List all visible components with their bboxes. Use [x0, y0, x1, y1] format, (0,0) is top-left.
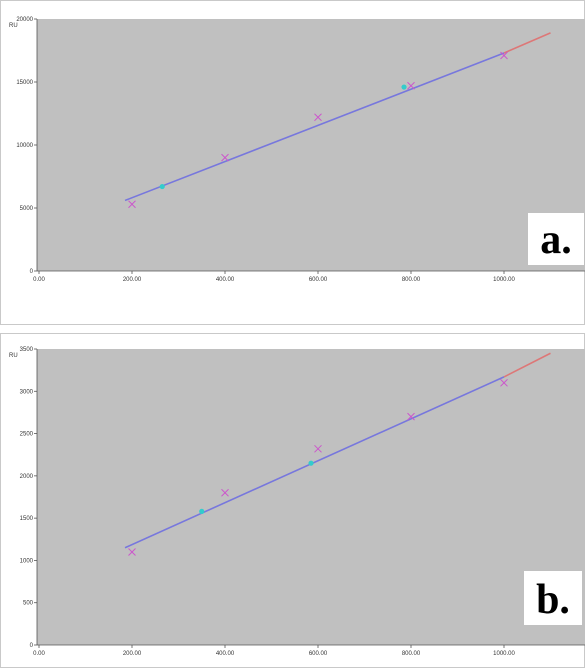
y-tick-label: 0 [30, 269, 34, 275]
standard-point [407, 81, 415, 90]
standard-point [128, 200, 136, 209]
sample-point [199, 508, 205, 514]
chart-panel-b: 0 500 1000 1500 2000 2500 3000 3500 0.00 200.00 40… [0, 333, 585, 668]
y-tick-label: 0 [30, 643, 34, 649]
standard-point [407, 412, 415, 421]
x-tick-label: 400.00 [216, 651, 235, 657]
sample-point [401, 84, 407, 90]
calibration-chart-b: 0 500 1000 1500 2000 2500 3000 3500 0.00 200.00 40… [9, 347, 585, 657]
standard-point [314, 444, 322, 453]
sample-point [159, 183, 165, 190]
extrapolation-line [503, 32, 551, 54]
panel-label: a. [540, 217, 572, 263]
fit-line [124, 52, 505, 202]
standard-point [500, 378, 508, 387]
standard-point-stroke [500, 378, 508, 387]
sample-point [308, 460, 314, 466]
y-tick-label: 5000 [20, 206, 34, 212]
panel-label-box [528, 213, 584, 265]
x-tick-label: 800.00 [402, 277, 421, 283]
x-tick-label: 600.00 [309, 277, 328, 283]
standard-point-stroke [314, 444, 322, 453]
standard-point [314, 113, 322, 122]
calibration-chart-a: 0 5000 10000 15000 20000 0.00 200.00 400.00 600.… [9, 17, 585, 283]
y-tick-label: 10000 [16, 143, 33, 149]
standard-point-stroke [407, 412, 415, 421]
y-tick-label: 1000 [20, 558, 34, 564]
standard-point-stroke [314, 113, 322, 122]
x-tick-label: 0.00 [33, 651, 45, 657]
x-tick-label: 800.00 [402, 651, 421, 657]
standard-point-stroke [221, 153, 229, 162]
standard-point-stroke [128, 200, 136, 209]
y-tick-label: 15000 [16, 80, 33, 86]
standard-point [500, 51, 508, 60]
fit-line [124, 376, 505, 549]
x-tick-label: 1000.00 [493, 277, 515, 283]
standard-point-stroke [407, 81, 415, 90]
x-tick-label: 200.00 [123, 277, 142, 283]
standard-point [128, 548, 136, 556]
standard-point-stroke [500, 51, 508, 60]
extrapolation-line [503, 352, 551, 378]
panel-label-box [524, 571, 582, 625]
panel-label: b. [536, 577, 570, 623]
y-tick-label: 2000 [20, 474, 34, 480]
y-tick-label: 1500 [20, 516, 34, 522]
x-tick-label: 400.00 [216, 277, 235, 283]
y-tick-label: 2500 [20, 432, 34, 438]
y-tick-label: 3500 [20, 347, 34, 353]
x-tick-label: 600.00 [309, 651, 328, 657]
y-tick-label: 20000 [16, 17, 33, 23]
chart-panel-a: 0 5000 10000 15000 20000 0.00 200.00 400.00 600.… [0, 0, 585, 325]
y-tick-label: 3000 [20, 389, 34, 395]
standard-point [221, 153, 229, 162]
plot-area [37, 19, 585, 271]
y-unit-label: RU [9, 353, 18, 359]
x-tick-label: 200.00 [123, 651, 142, 657]
y-unit-label: RU [9, 23, 18, 29]
x-tick-label: 1000.00 [493, 651, 515, 657]
standard-point [221, 488, 229, 497]
plot-area [37, 349, 585, 645]
standard-point-stroke [221, 488, 229, 497]
x-tick-label: 0.00 [33, 277, 45, 283]
y-tick-label: 500 [23, 601, 34, 607]
standard-point-stroke [128, 548, 136, 556]
